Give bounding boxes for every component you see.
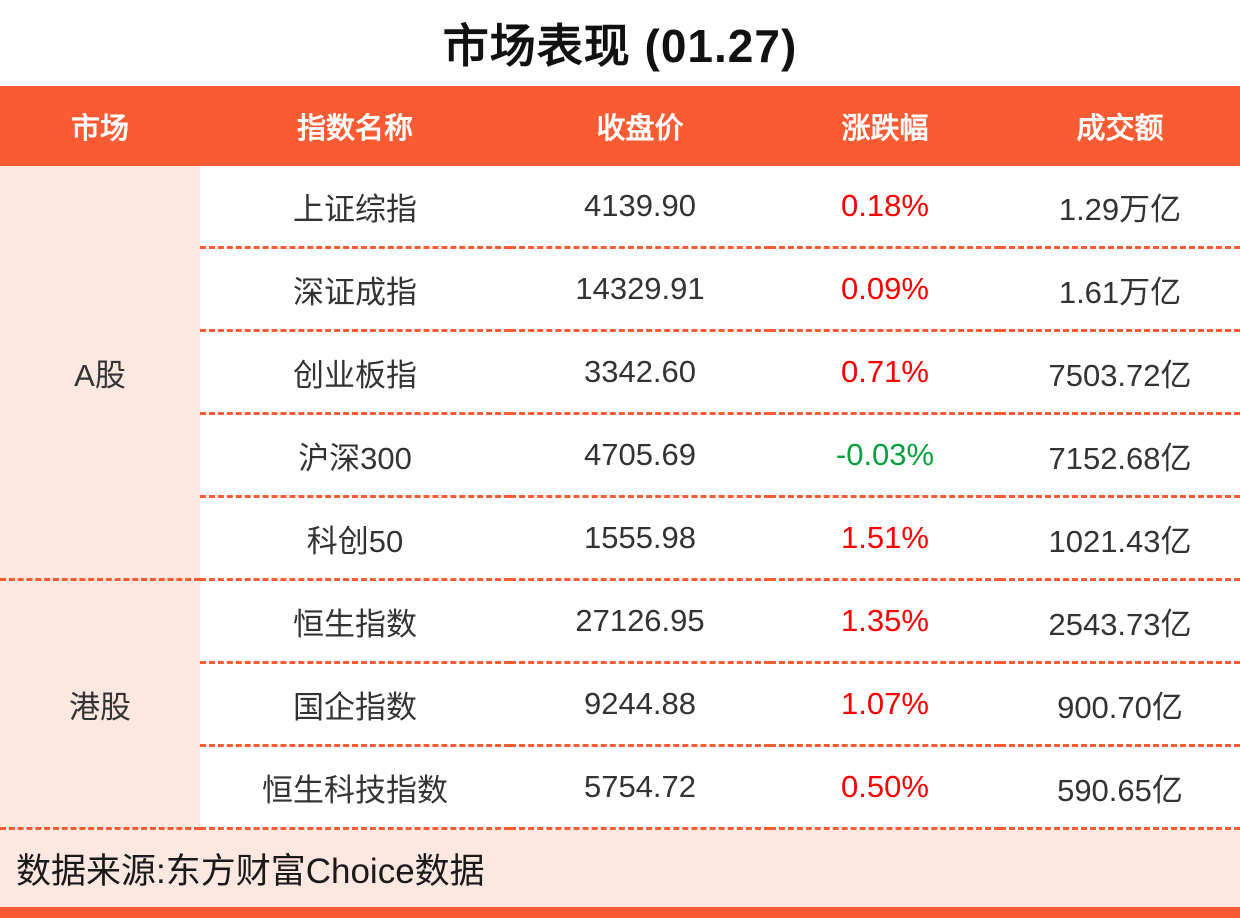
turnover-cell: 7503.72亿 (1000, 330, 1240, 415)
page-title: 市场表现 (01.27) (442, 20, 798, 72)
turnover-cell: 2543.73亿 (1000, 579, 1240, 664)
index-name-cell: 深证成指 (200, 247, 510, 332)
market-table: 市场 指数名称 收盘价 涨跌幅 成交额 A股 上证综指 4139.90 0.18… (0, 86, 1240, 830)
change-cell: 0.50% (770, 745, 1000, 830)
close-cell: 4705.69 (510, 413, 770, 498)
close-cell: 1555.98 (510, 496, 770, 581)
turnover-cell: 590.65亿 (1000, 745, 1240, 830)
close-cell: 27126.95 (510, 579, 770, 664)
col-header-change: 涨跌幅 (770, 86, 1000, 166)
index-name-cell: 国企指数 (200, 662, 510, 747)
market-cell-a-shares: A股 (0, 166, 200, 581)
turnover-cell: 1021.43亿 (1000, 496, 1240, 581)
index-name-cell: 上证综指 (200, 166, 510, 249)
header-row: 市场 指数名称 收盘价 涨跌幅 成交额 (0, 86, 1240, 166)
change-cell: 1.07% (770, 662, 1000, 747)
data-source-label: 数据来源:东方财富Choice数据 (16, 852, 485, 891)
footer: 数据来源:东方财富Choice数据 (0, 830, 1240, 907)
index-name-cell: 创业板指 (200, 330, 510, 415)
col-header-market: 市场 (0, 86, 200, 166)
table-row: 国企指数 9244.88 1.07% 900.70亿 (0, 662, 1240, 747)
change-cell: -0.03% (770, 413, 1000, 498)
change-cell: 0.71% (770, 330, 1000, 415)
table-row: 创业板指 3342.60 0.71% 7503.72亿 (0, 330, 1240, 415)
close-cell: 4139.90 (510, 166, 770, 249)
col-header-turnover: 成交额 (1000, 86, 1240, 166)
table-row: 港股 恒生指数 27126.95 1.35% 2543.73亿 (0, 579, 1240, 830)
turnover-cell: 1.29万亿 (1000, 166, 1240, 249)
change-cell: 1.51% (770, 496, 1000, 581)
title-bar: 市场表现 (01.27) (0, 0, 1240, 86)
turnover-cell: 1.61万亿 (1000, 247, 1240, 332)
close-cell: 5754.72 (510, 745, 770, 830)
index-name-cell: 恒生指数 (200, 579, 510, 664)
index-name-cell: 沪深300 (200, 413, 510, 498)
table-row: 深证成指 14329.91 0.09% 1.61万亿 (0, 247, 1240, 332)
col-header-index: 指数名称 (200, 86, 510, 166)
change-cell: 0.18% (770, 166, 1000, 249)
bottom-accent-bar (0, 907, 1240, 918)
table-body: A股 上证综指 4139.90 0.18% 1.29万亿 深证成指 14329.… (0, 166, 1240, 830)
table-row: 沪深300 4705.69 -0.03% 7152.68亿 (0, 413, 1240, 498)
close-cell: 14329.91 (510, 247, 770, 332)
change-cell: 0.09% (770, 247, 1000, 332)
turnover-cell: 900.70亿 (1000, 662, 1240, 747)
table-row: 科创50 1555.98 1.51% 1021.43亿 (0, 496, 1240, 581)
market-cell-hk-shares: 港股 (0, 579, 200, 830)
index-name-cell: 恒生科技指数 (200, 745, 510, 830)
change-cell: 1.35% (770, 579, 1000, 664)
close-cell: 3342.60 (510, 330, 770, 415)
turnover-cell: 7152.68亿 (1000, 413, 1240, 498)
close-cell: 9244.88 (510, 662, 770, 747)
table-row: A股 上证综指 4139.90 0.18% 1.29万亿 (0, 166, 1240, 581)
col-header-close: 收盘价 (510, 86, 770, 166)
table-header: 市场 指数名称 收盘价 涨跌幅 成交额 (0, 86, 1240, 166)
index-name-cell: 科创50 (200, 496, 510, 581)
table-row: 恒生科技指数 5754.72 0.50% 590.65亿 (0, 745, 1240, 830)
